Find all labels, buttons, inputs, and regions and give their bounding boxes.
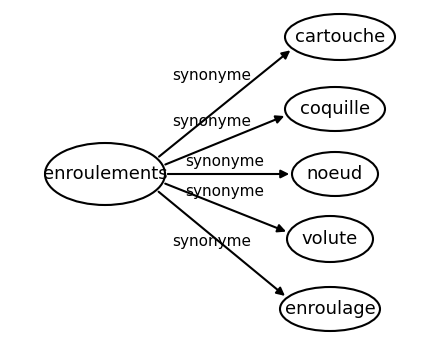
- Text: enroulage: enroulage: [284, 300, 375, 318]
- Text: synonyme: synonyme: [171, 68, 250, 83]
- Text: cartouche: cartouche: [294, 28, 384, 46]
- Text: synonyme: synonyme: [171, 234, 250, 249]
- Text: synonyme: synonyme: [171, 114, 250, 129]
- Text: synonyme: synonyme: [184, 184, 263, 199]
- Text: noeud: noeud: [306, 165, 362, 183]
- Text: enroulements: enroulements: [43, 165, 167, 183]
- Text: coquille: coquille: [299, 100, 369, 118]
- Text: volute: volute: [301, 230, 357, 248]
- Text: synonyme: synonyme: [184, 154, 263, 169]
